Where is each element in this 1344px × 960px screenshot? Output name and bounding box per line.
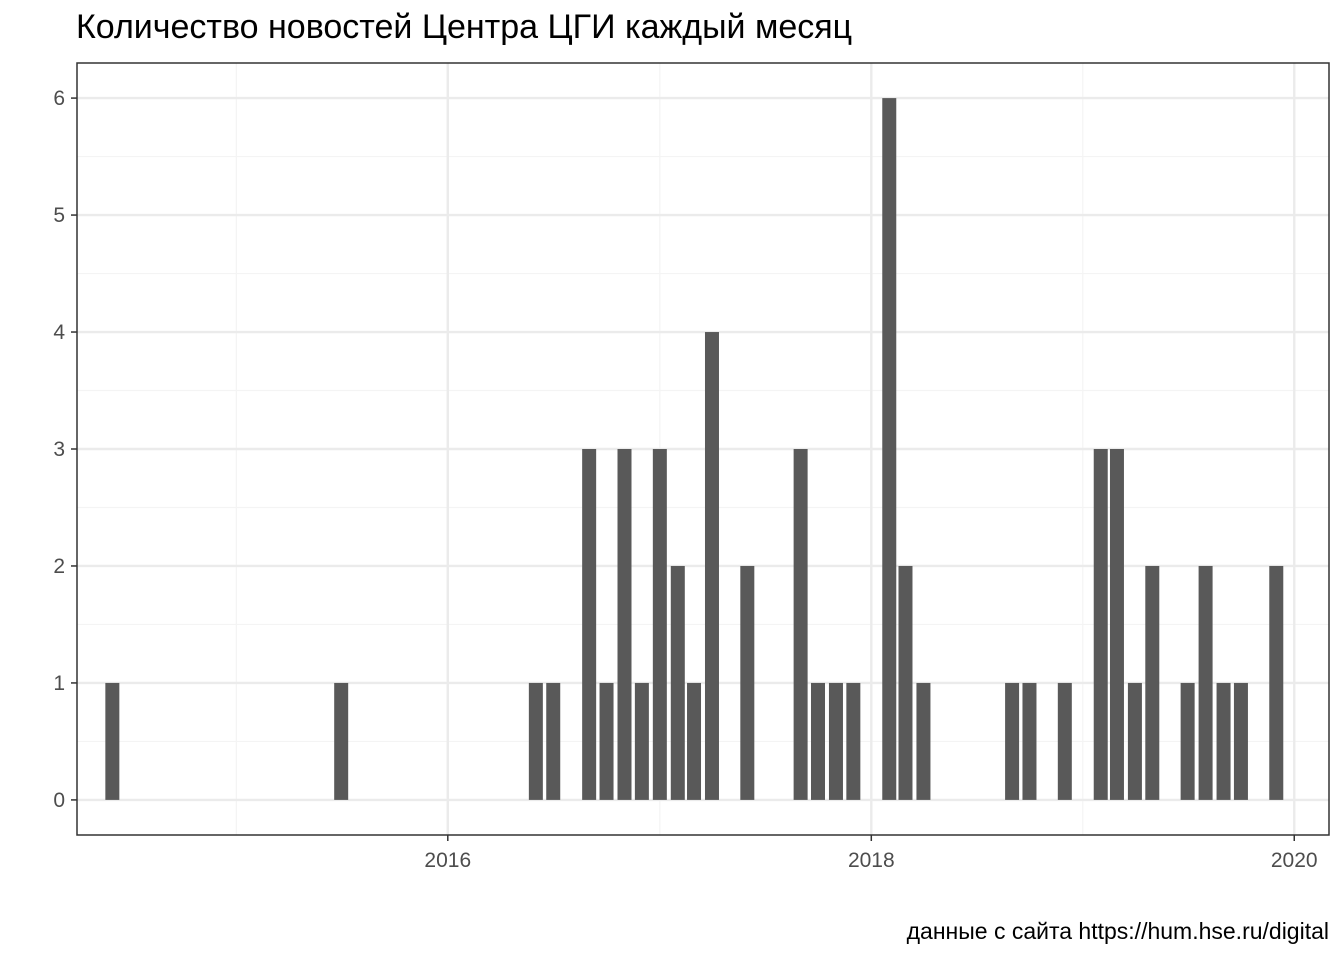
bar <box>1145 565 1160 800</box>
bar <box>617 449 632 800</box>
bar <box>652 449 667 800</box>
source-caption: данные с сайта https://hum.hse.ru/digita… <box>906 918 1329 944</box>
x-tick-label: 2018 <box>848 849 895 872</box>
bar <box>334 682 349 800</box>
y-axis: 0 1 2 3 4 5 6 <box>53 87 77 812</box>
bar <box>793 449 808 800</box>
bar <box>1109 449 1124 800</box>
bar <box>670 565 685 800</box>
bar <box>1093 449 1108 800</box>
bar <box>582 449 597 800</box>
bar <box>599 682 614 800</box>
bar <box>546 682 561 800</box>
bar <box>1127 682 1142 800</box>
y-tick-label: 4 <box>53 321 65 344</box>
x-tick-label: 2016 <box>424 849 471 872</box>
x-axis: 2016 2018 2020 <box>424 835 1318 872</box>
y-tick-label: 1 <box>53 672 65 695</box>
bar <box>740 565 755 800</box>
y-tick-label: 6 <box>53 87 65 110</box>
bar <box>1233 682 1248 800</box>
bar <box>916 682 931 800</box>
bar <box>811 682 826 800</box>
bar <box>1269 565 1284 800</box>
x-tick-label: 2020 <box>1271 849 1318 872</box>
y-tick-label: 2 <box>53 555 65 578</box>
bar <box>1216 682 1231 800</box>
bar <box>1005 682 1020 800</box>
bar <box>704 332 719 800</box>
bar <box>528 682 543 800</box>
bar <box>846 682 861 800</box>
major-gridlines <box>77 63 1329 835</box>
bar <box>1198 565 1213 800</box>
bar <box>634 682 649 800</box>
y-tick-label: 3 <box>53 438 65 461</box>
y-tick-label: 5 <box>53 204 65 227</box>
bar <box>687 682 702 800</box>
bar <box>105 682 120 800</box>
bar <box>1022 682 1037 800</box>
chart-title: Количество новостей Центра ЦГИ каждый ме… <box>76 8 853 46</box>
bar <box>898 565 913 800</box>
bar <box>828 682 843 800</box>
bar <box>1057 682 1072 800</box>
bars <box>105 98 1284 800</box>
bar <box>1180 682 1195 800</box>
bar <box>882 98 897 800</box>
y-tick-label: 0 <box>53 789 65 812</box>
